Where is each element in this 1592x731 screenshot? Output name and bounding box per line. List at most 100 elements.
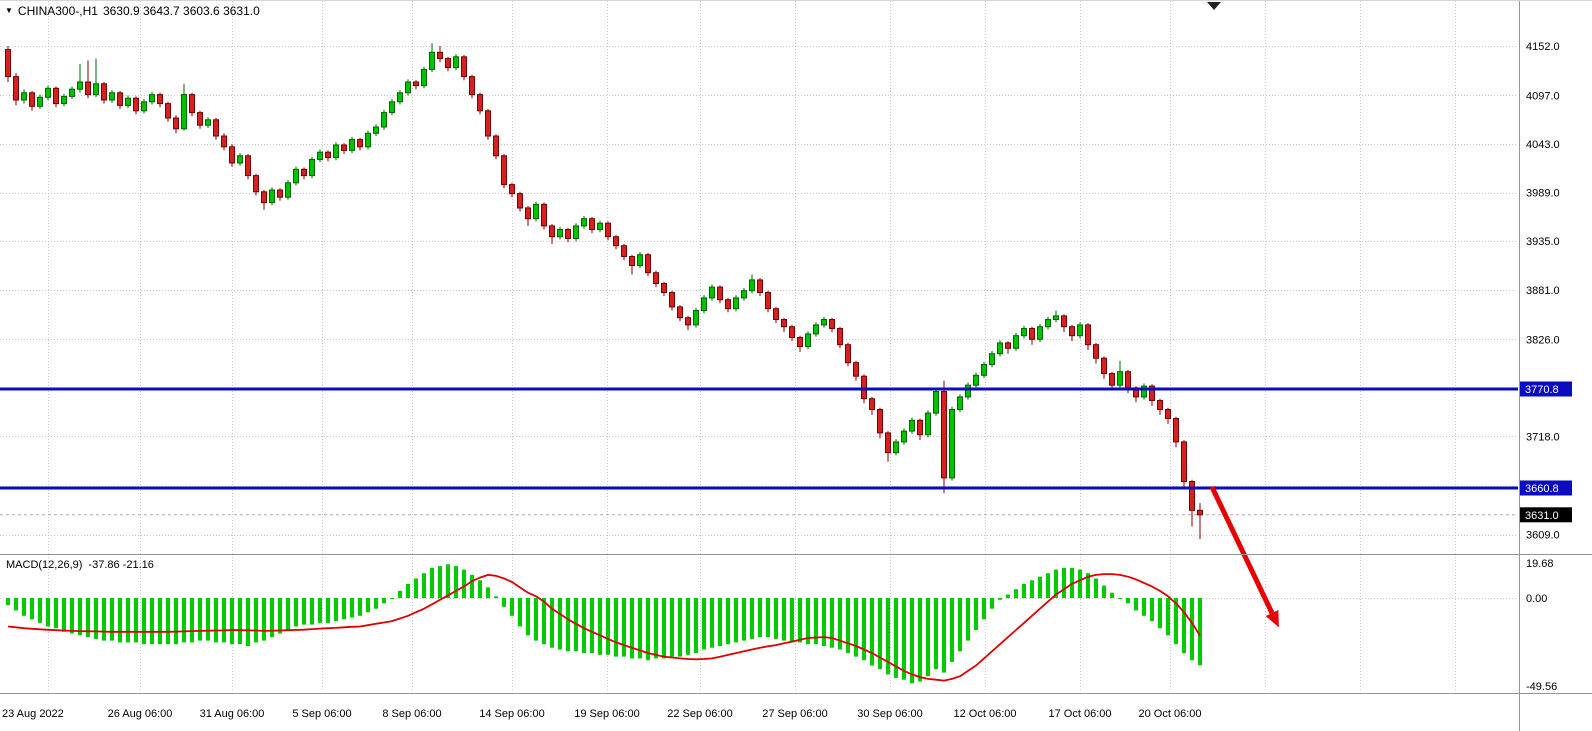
macd-bar bbox=[182, 598, 186, 643]
macd-bar bbox=[414, 578, 418, 598]
candle-body bbox=[677, 306, 683, 319]
candle-body bbox=[317, 151, 323, 160]
price-tick-label: 3989.0 bbox=[1526, 188, 1560, 200]
candle-body bbox=[749, 279, 755, 292]
candle-body bbox=[621, 245, 627, 257]
trend-arrow-line[interactable] bbox=[1209, 485, 1275, 615]
candle-body bbox=[581, 218, 587, 227]
macd-bar bbox=[742, 598, 746, 641]
macd-bar bbox=[246, 598, 250, 646]
macd-bar bbox=[1086, 573, 1090, 599]
candle-body bbox=[293, 168, 299, 184]
candle-body bbox=[149, 94, 155, 103]
candle-body bbox=[709, 286, 715, 299]
price-badge-label: 3660.8 bbox=[1525, 483, 1559, 495]
candle-body bbox=[885, 432, 891, 454]
macd-bar bbox=[1030, 580, 1034, 599]
candle-body bbox=[365, 132, 371, 148]
candle-body bbox=[373, 126, 379, 134]
macd-bar bbox=[646, 598, 650, 661]
macd-bar bbox=[62, 598, 66, 632]
trend-arrow-head[interactable] bbox=[1265, 610, 1279, 628]
candle-body bbox=[837, 328, 843, 346]
macd-bar bbox=[1134, 598, 1138, 611]
macd-bar bbox=[102, 598, 106, 641]
macd-bar bbox=[470, 574, 474, 598]
macd-bar bbox=[958, 598, 962, 652]
candle-body bbox=[549, 225, 555, 238]
macd-bar bbox=[638, 598, 642, 659]
macd-bar bbox=[1062, 567, 1066, 598]
dropdown-triangle-icon: ▼ bbox=[5, 6, 13, 15]
candle-body bbox=[1197, 509, 1203, 516]
candle-body bbox=[221, 135, 227, 148]
candle-body bbox=[861, 375, 867, 400]
macd-bar bbox=[438, 566, 442, 599]
macd-bar bbox=[142, 598, 146, 645]
macd-bar bbox=[350, 598, 354, 618]
macd-bar bbox=[1054, 569, 1058, 598]
price-badge bbox=[1520, 507, 1572, 523]
macd-bar bbox=[654, 598, 658, 659]
quote-values: 3630.9 3643.7 3603.6 3631.0 bbox=[102, 4, 260, 18]
macd-bar bbox=[966, 598, 970, 641]
candles-layer bbox=[5, 43, 1203, 540]
candle-body bbox=[237, 155, 243, 164]
price-badge-label: 3770.8 bbox=[1525, 384, 1559, 396]
macd-bar bbox=[198, 598, 202, 641]
candle-body bbox=[1085, 324, 1091, 346]
candle-body bbox=[245, 155, 251, 177]
macd-bar bbox=[606, 598, 610, 655]
candle-body bbox=[1165, 409, 1171, 419]
macd-bar bbox=[254, 598, 258, 643]
time-tick-label: 23 Aug 2022 bbox=[2, 708, 64, 720]
candle-body bbox=[29, 92, 35, 107]
candle-body bbox=[1029, 328, 1035, 340]
macd-bar bbox=[110, 598, 114, 641]
candle-body bbox=[229, 146, 235, 164]
macd-bar bbox=[366, 598, 370, 613]
macd-bar bbox=[1102, 585, 1106, 598]
macd-bar bbox=[406, 583, 410, 598]
macd-tick-label: -49.56 bbox=[1526, 681, 1557, 693]
candle-body bbox=[45, 87, 51, 98]
candle-body bbox=[413, 81, 419, 87]
candle-body bbox=[821, 319, 827, 326]
candle-body bbox=[125, 97, 131, 106]
macd-bar bbox=[870, 598, 874, 666]
candle-body bbox=[525, 207, 531, 220]
time-tick-label: 17 Oct 06:00 bbox=[1049, 708, 1112, 720]
macd-bar bbox=[14, 598, 18, 611]
price-axis[interactable]: 4152.0 4097.0 4043.0 3989.0 3935.0 3881.0 3826… bbox=[1520, 41, 1572, 693]
macd-bar bbox=[326, 598, 330, 623]
candle-body bbox=[485, 110, 491, 137]
candle-body bbox=[5, 49, 11, 78]
candle-body bbox=[117, 92, 123, 106]
macd-bar bbox=[430, 567, 434, 598]
candle-body bbox=[557, 229, 563, 238]
macd-bar bbox=[1198, 598, 1202, 666]
candle-body bbox=[101, 83, 107, 101]
macd-bar bbox=[118, 598, 122, 643]
macd-bar bbox=[70, 598, 74, 634]
macd-bar bbox=[286, 598, 290, 630]
candle-body bbox=[613, 236, 619, 247]
macd-bar bbox=[278, 598, 282, 634]
macd-bar bbox=[38, 598, 42, 623]
macd-bar bbox=[950, 598, 954, 662]
candle-body bbox=[93, 83, 99, 96]
candle-body bbox=[1069, 326, 1075, 337]
candle-body bbox=[309, 158, 315, 177]
time-tick-label: 31 Aug 06:00 bbox=[200, 708, 265, 720]
time-axis[interactable]: 23 Aug 2022 26 Aug 06:00 31 Aug 06:00 5 Sep… bbox=[2, 708, 1202, 720]
shift-marker[interactable] bbox=[1207, 2, 1221, 10]
candle-body bbox=[605, 222, 611, 238]
candle-body bbox=[501, 155, 507, 186]
price-tick-label: 4152.0 bbox=[1526, 41, 1560, 53]
price-tick-label: 3718.0 bbox=[1526, 431, 1560, 443]
price-tick-label: 3826.0 bbox=[1526, 334, 1560, 346]
macd-bar bbox=[22, 598, 26, 616]
macd-bar bbox=[1174, 598, 1178, 645]
candle-body bbox=[1117, 371, 1123, 386]
